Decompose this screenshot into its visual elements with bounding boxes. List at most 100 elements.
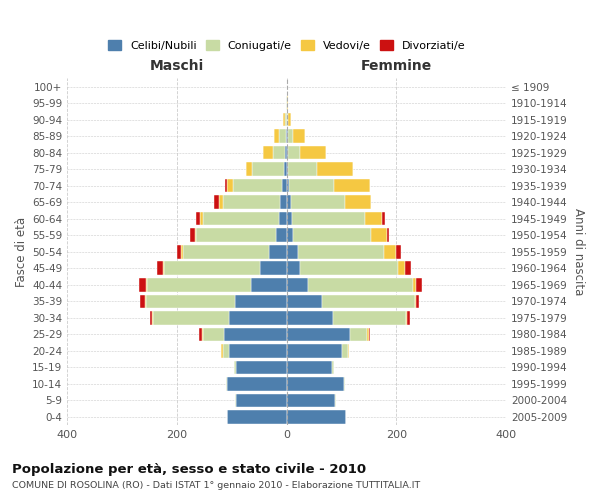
Bar xyxy=(273,146,285,160)
Bar xyxy=(407,311,410,324)
Bar xyxy=(287,245,298,258)
Bar xyxy=(177,245,181,258)
Bar xyxy=(284,162,287,176)
Bar xyxy=(245,162,252,176)
Bar xyxy=(298,245,385,258)
Bar xyxy=(252,162,284,176)
Bar xyxy=(154,311,229,324)
Bar xyxy=(287,162,289,176)
Bar xyxy=(278,212,287,226)
Bar xyxy=(233,179,283,192)
Bar xyxy=(416,294,419,308)
Bar xyxy=(287,394,335,407)
Bar xyxy=(164,262,260,275)
Bar xyxy=(229,311,287,324)
Text: Maschi: Maschi xyxy=(150,58,204,72)
Bar xyxy=(260,262,287,275)
Bar xyxy=(263,146,273,160)
Bar xyxy=(149,311,152,324)
Bar xyxy=(292,212,365,226)
Bar xyxy=(367,328,368,341)
Bar xyxy=(287,410,346,424)
Text: COMUNE DI ROSOLINA (RO) - Dati ISTAT 1° gennaio 2010 - Elaborazione TUTTITALIA.I: COMUNE DI ROSOLINA (RO) - Dati ISTAT 1° … xyxy=(12,481,420,490)
Bar xyxy=(385,245,397,258)
Bar xyxy=(233,360,236,374)
Bar xyxy=(386,228,389,242)
Bar xyxy=(287,196,291,209)
Legend: Celibi/Nubili, Coniugati/e, Vedovi/e, Divorziati/e: Celibi/Nubili, Coniugati/e, Vedovi/e, Di… xyxy=(103,36,470,55)
Bar xyxy=(287,113,288,126)
Bar xyxy=(219,196,223,209)
Bar xyxy=(251,278,287,291)
Bar xyxy=(382,212,385,226)
Bar xyxy=(334,179,370,192)
Bar xyxy=(202,328,203,341)
Bar xyxy=(223,344,229,358)
Bar xyxy=(225,179,227,192)
Bar xyxy=(146,294,235,308)
Bar xyxy=(301,262,398,275)
Bar xyxy=(365,212,382,226)
Bar xyxy=(236,394,287,407)
Bar xyxy=(286,130,287,143)
Bar xyxy=(415,294,416,308)
Bar xyxy=(196,212,200,226)
Bar xyxy=(227,377,287,390)
Bar xyxy=(300,146,326,160)
Bar xyxy=(287,96,288,110)
Bar xyxy=(322,294,415,308)
Bar xyxy=(227,179,233,192)
Y-axis label: Fasce di età: Fasce di età xyxy=(15,216,28,287)
Bar xyxy=(226,377,227,390)
Bar xyxy=(287,228,293,242)
Bar xyxy=(345,196,371,209)
Bar xyxy=(199,328,202,341)
Bar xyxy=(285,146,287,160)
Bar xyxy=(287,262,301,275)
Bar xyxy=(293,228,371,242)
Bar xyxy=(283,113,285,126)
Bar xyxy=(146,278,147,291)
Bar xyxy=(229,344,287,358)
Bar xyxy=(332,360,334,374)
Bar xyxy=(276,228,287,242)
Bar xyxy=(236,360,287,374)
Bar xyxy=(308,278,413,291)
Bar xyxy=(334,311,406,324)
Bar xyxy=(283,179,287,192)
Bar xyxy=(147,278,251,291)
Bar xyxy=(371,228,386,242)
Bar xyxy=(398,262,405,275)
Bar xyxy=(406,311,407,324)
Bar xyxy=(288,130,293,143)
Bar xyxy=(344,377,346,390)
Bar xyxy=(350,328,367,341)
Bar xyxy=(293,130,305,143)
Bar xyxy=(140,294,145,308)
Bar xyxy=(287,328,350,341)
Bar xyxy=(341,344,348,358)
Bar xyxy=(269,245,287,258)
Bar xyxy=(223,196,280,209)
Bar xyxy=(203,328,224,341)
Bar xyxy=(279,130,286,143)
Bar xyxy=(287,212,292,226)
Bar xyxy=(203,212,278,226)
Bar xyxy=(416,278,422,291)
Text: Femmine: Femmine xyxy=(361,58,432,72)
Bar xyxy=(221,344,223,358)
Text: Popolazione per età, sesso e stato civile - 2010: Popolazione per età, sesso e stato civil… xyxy=(12,462,366,475)
Bar xyxy=(348,344,349,358)
Bar xyxy=(196,228,276,242)
Bar xyxy=(152,311,154,324)
Bar xyxy=(235,394,236,407)
Bar xyxy=(182,245,269,258)
Bar xyxy=(288,113,291,126)
Bar xyxy=(280,196,287,209)
Bar xyxy=(405,262,412,275)
Y-axis label: Anni di nascita: Anni di nascita xyxy=(572,208,585,296)
Bar xyxy=(285,113,287,126)
Bar xyxy=(287,146,288,160)
Bar xyxy=(287,294,322,308)
Bar xyxy=(194,228,196,242)
